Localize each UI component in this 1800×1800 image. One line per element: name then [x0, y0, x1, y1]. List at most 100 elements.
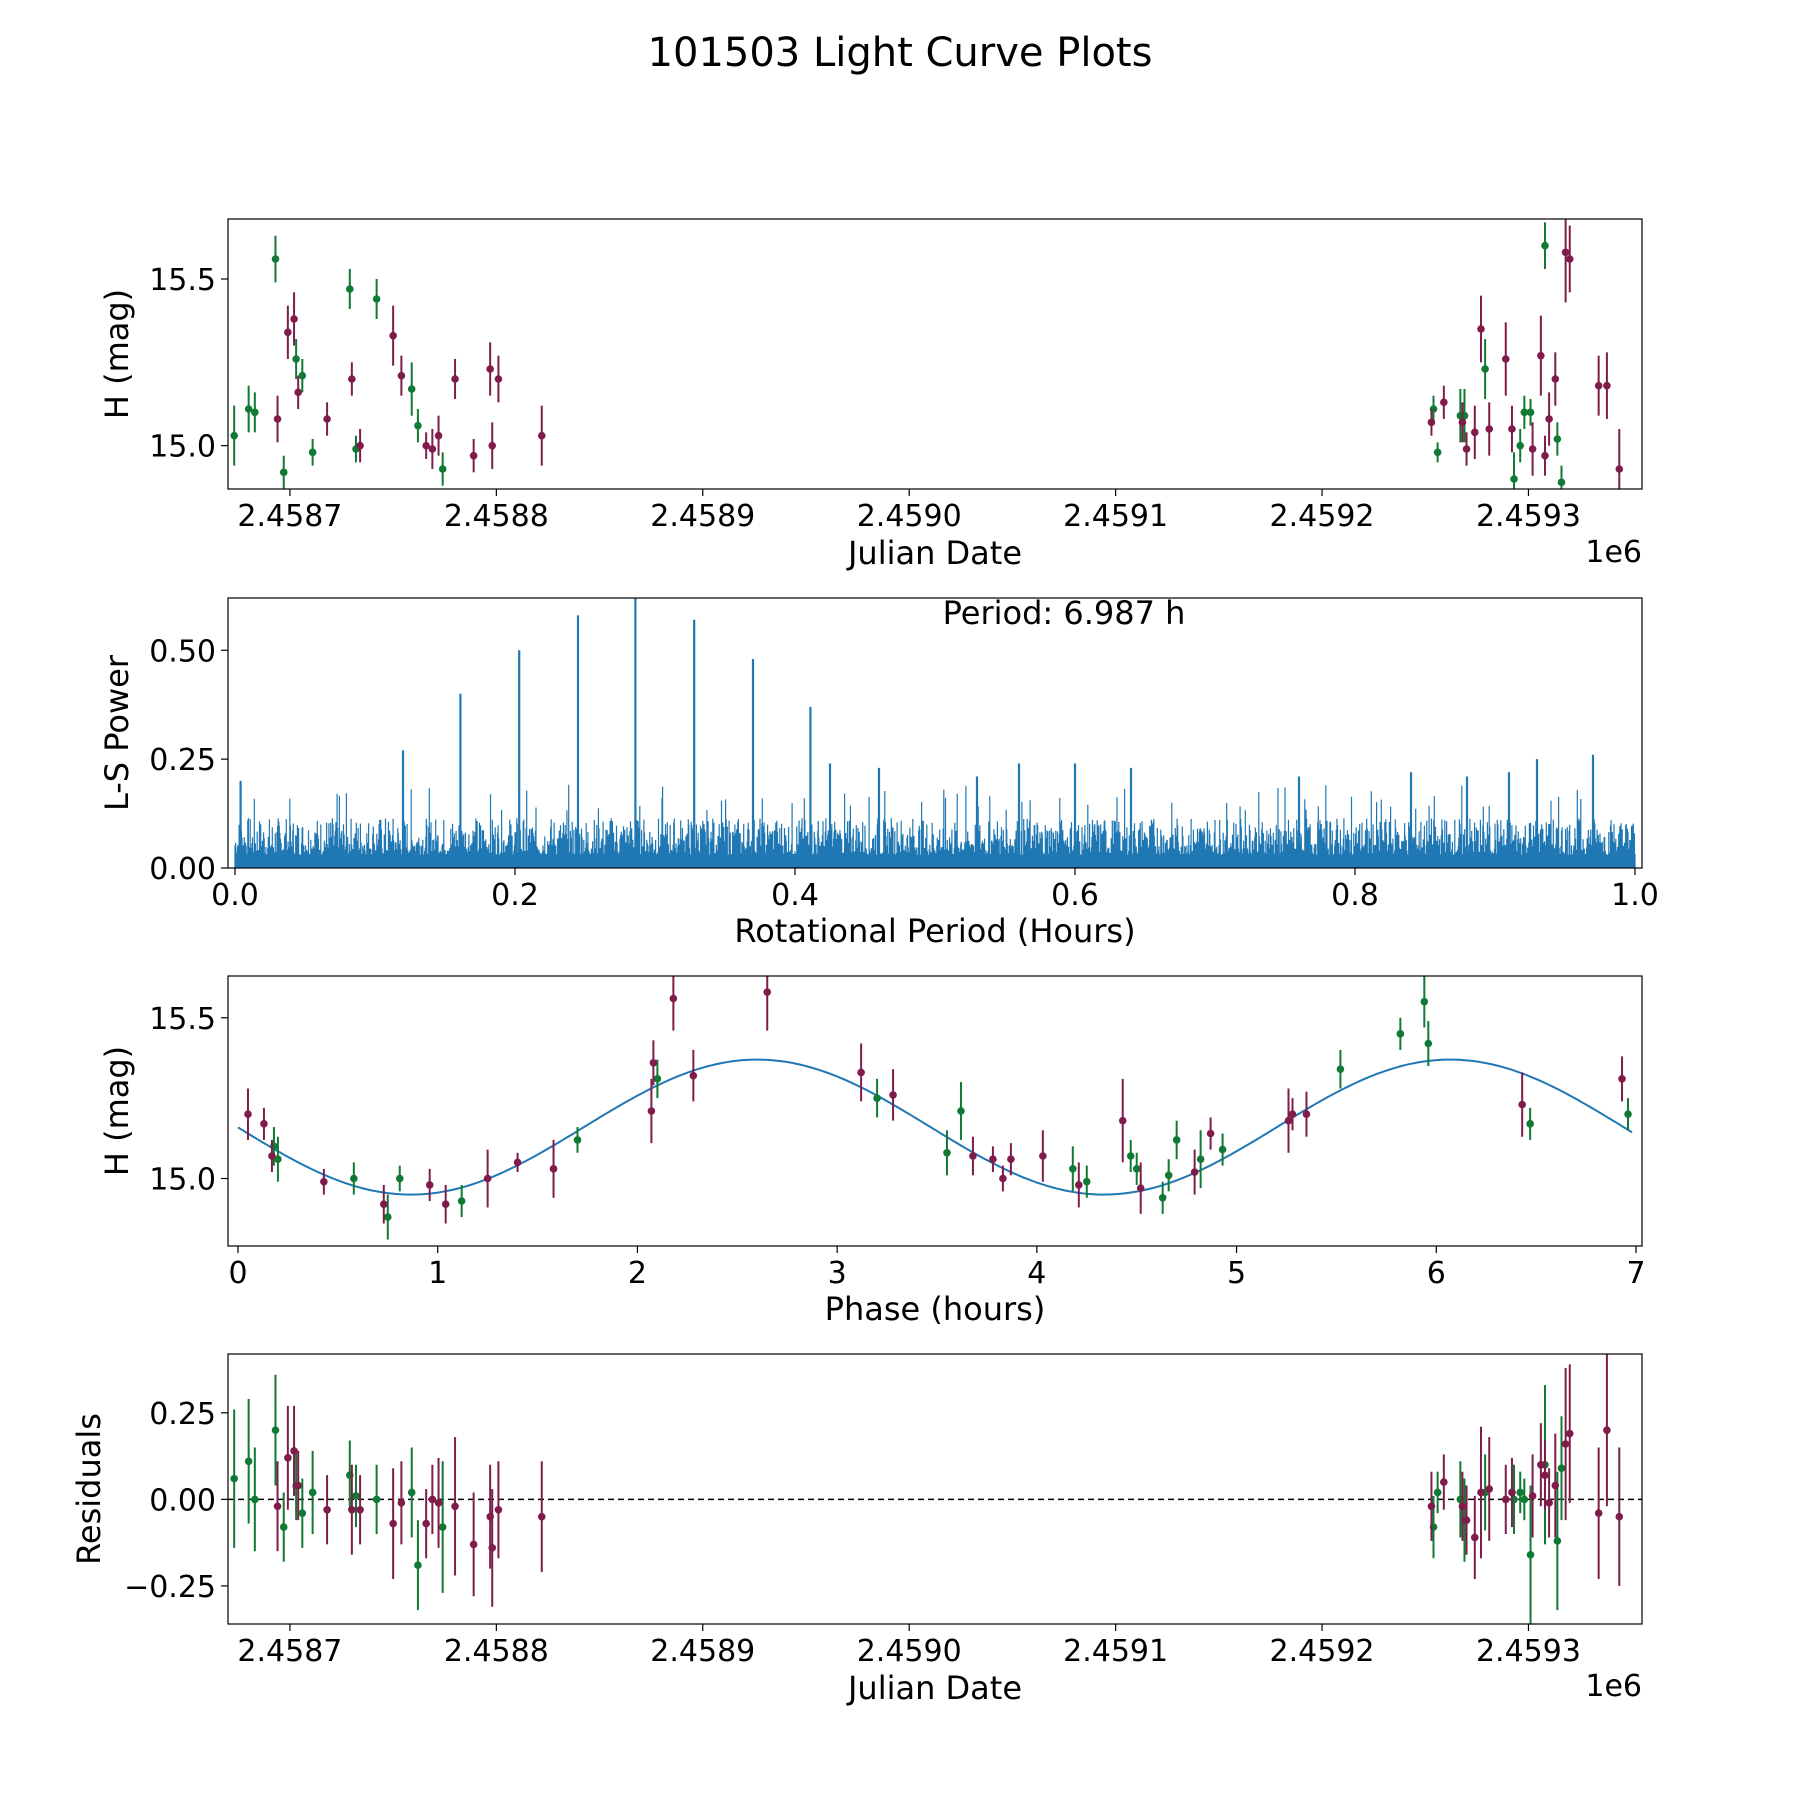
- maroon-point: [389, 331, 397, 340]
- green-point: [383, 1213, 392, 1221]
- x-tick-label: 2.4591: [1063, 499, 1168, 534]
- maroon-point: [290, 1447, 298, 1455]
- maroon-point: [469, 451, 478, 460]
- x-tick-label: 2: [628, 1256, 647, 1291]
- green-point: [1218, 1145, 1227, 1154]
- periodogram-marks: [234, 598, 1636, 868]
- green-point: [1433, 448, 1442, 457]
- maroon-point: [1508, 425, 1516, 433]
- green-point: [943, 1148, 951, 1157]
- maroon-point: [857, 1068, 865, 1077]
- green-point: [1541, 241, 1549, 250]
- phased-xlabel: Phase (hours): [825, 1290, 1046, 1328]
- green-point: [352, 1492, 360, 1500]
- green-point: [308, 448, 317, 457]
- maroon-point: [494, 375, 503, 383]
- model-fit-line: [237, 1058, 1633, 1196]
- maroon-point: [244, 1110, 252, 1119]
- maroon-point: [1470, 428, 1479, 437]
- y-tick-label: 15.5: [149, 263, 216, 298]
- residuals-ylabel: Residuals: [70, 1413, 108, 1565]
- x-tick-label: 2.4590: [857, 499, 962, 534]
- maroon-point: [294, 1481, 302, 1490]
- y-tick-label: 0.25: [149, 1397, 216, 1432]
- green-point: [1420, 997, 1429, 1006]
- green-point: [1433, 1488, 1442, 1497]
- maroon-point: [422, 1519, 430, 1528]
- phased-ticks: 0 1 2 3 4 5 6 7 15.0 15.5: [149, 1002, 1645, 1291]
- green-point: [1553, 435, 1562, 443]
- green-point: [414, 421, 422, 430]
- green-point: [407, 385, 416, 393]
- green-point: [395, 1174, 404, 1183]
- residuals-plot-area: [228, 1354, 1642, 1624]
- y-tick-label: 15.0: [149, 430, 216, 465]
- maroon-point: [284, 328, 292, 337]
- green-point: [653, 1075, 662, 1083]
- maroon-point: [451, 1502, 459, 1511]
- maroon-point: [1594, 1509, 1603, 1518]
- maroon-point: [1462, 445, 1471, 453]
- maroon-point: [889, 1091, 897, 1099]
- maroon-point: [969, 1152, 977, 1160]
- maroon-point: [1206, 1129, 1215, 1138]
- maroon-point: [1427, 418, 1436, 427]
- maroon-point: [1541, 1471, 1549, 1479]
- maroon-point: [268, 1152, 276, 1160]
- maroon-point: [689, 1071, 698, 1080]
- maroon-point: [763, 988, 772, 996]
- maroon-point: [422, 441, 430, 450]
- maroon-point: [1594, 381, 1603, 390]
- lightcurve-ticks: 2.4587 2.4588 2.4589 2.4590 2.4591 2.4592 2.45…: [149, 263, 1581, 534]
- maroon-point: [323, 1505, 331, 1514]
- green-point: [457, 1197, 466, 1205]
- green-point: [1158, 1193, 1167, 1202]
- green-point: [230, 1474, 238, 1483]
- x-tick-label: 3: [828, 1256, 847, 1291]
- green-point: [271, 255, 280, 263]
- x-tick-label: 2.4593: [1476, 1634, 1581, 1669]
- phased-marks: [237, 976, 1633, 1240]
- x-tick-label: 2.4591: [1063, 1634, 1168, 1669]
- maroon-point: [1561, 1440, 1570, 1448]
- x-tick-label: 0.2: [491, 878, 539, 913]
- x-tick-label: 2.4589: [650, 499, 755, 534]
- maroon-point: [389, 1519, 397, 1528]
- maroon-point: [290, 315, 298, 323]
- green-point: [957, 1107, 965, 1115]
- maroon-point: [1561, 248, 1570, 257]
- x-tick-label: 0.6: [1051, 878, 1099, 913]
- maroon-point: [488, 1544, 497, 1552]
- maroon-point: [1528, 1492, 1537, 1500]
- green-point: [308, 1488, 317, 1497]
- maroon-point: [486, 365, 494, 373]
- green-point: [573, 1136, 582, 1144]
- periodogram-panel: 0.0 0.2 0.4 0.6 0.8 1.0 0.00 0.25 0.50 Rotationa…: [98, 594, 1659, 950]
- green-point: [251, 1495, 259, 1504]
- maroon-point: [1440, 398, 1448, 407]
- green-point: [251, 408, 259, 417]
- maroon-point: [647, 1107, 656, 1115]
- maroon-point: [320, 1177, 328, 1186]
- residuals-frame: [227, 1353, 1643, 1625]
- periodogram-ticks: 0.0 0.2 0.4 0.6 0.8 1.0 0.00 0.25 0.50: [149, 634, 1659, 913]
- green-point: [1557, 478, 1566, 487]
- maroon-point: [1615, 465, 1624, 473]
- lightcurve-marks: [230, 219, 1624, 489]
- maroon-point: [1545, 415, 1553, 423]
- maroon-point: [1518, 1100, 1526, 1109]
- x-tick-label: 0.4: [771, 878, 819, 913]
- green-point: [1481, 365, 1489, 373]
- maroon-point: [999, 1174, 1007, 1183]
- lightcurve-ylabel: H (mag): [98, 289, 136, 419]
- x-tick-label: 2.4588: [444, 499, 549, 534]
- green-point: [230, 431, 238, 440]
- x-tick-label: 1.0: [1611, 878, 1659, 913]
- maroon-point: [1458, 418, 1467, 427]
- maroon-point: [483, 1174, 492, 1183]
- green-point: [1082, 1177, 1091, 1186]
- x-tick-label: 2.4588: [444, 1634, 549, 1669]
- maroon-point: [451, 375, 459, 383]
- x-tick-label: 6: [1427, 1256, 1446, 1291]
- y-tick-label: 0.00: [149, 852, 216, 887]
